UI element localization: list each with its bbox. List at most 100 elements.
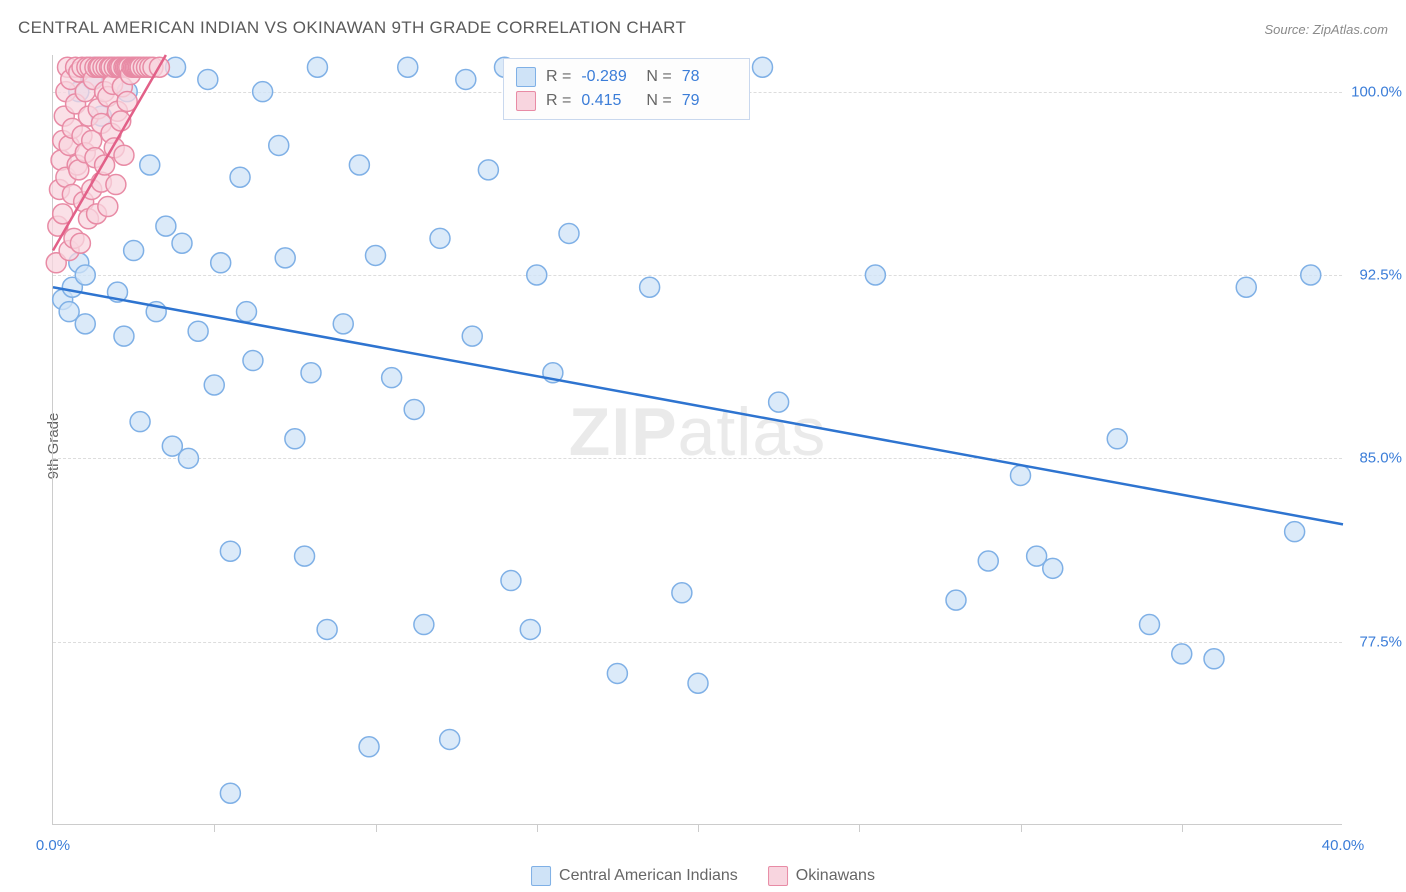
scatter-point (1285, 522, 1305, 542)
stats-r-label-0: R = (546, 68, 571, 86)
scatter-point (75, 265, 95, 285)
scatter-point (1011, 465, 1031, 485)
scatter-point (172, 233, 192, 253)
legend-swatch-0 (531, 866, 551, 886)
scatter-point (75, 314, 95, 334)
stats-r-value-1: 0.415 (581, 92, 636, 110)
stats-row-series-0: R = -0.289 N = 78 (516, 65, 737, 89)
stats-r-value-0: -0.289 (581, 68, 636, 86)
scatter-point (220, 783, 240, 803)
stats-swatch-1 (516, 91, 536, 111)
scatter-point (1204, 649, 1224, 669)
scatter-point (98, 197, 118, 217)
scatter-point (114, 326, 134, 346)
scatter-point (317, 619, 337, 639)
scatter-point (211, 253, 231, 273)
stats-r-label-1: R = (546, 92, 571, 110)
scatter-point (404, 399, 424, 419)
scatter-point (333, 314, 353, 334)
x-minor-tick (698, 824, 699, 832)
x-minor-tick (214, 824, 215, 832)
scatter-point (688, 673, 708, 693)
scatter-point (640, 277, 660, 297)
scatter-point (527, 265, 547, 285)
scatter-point (269, 135, 289, 155)
stats-n-value-1: 79 (682, 92, 737, 110)
scatter-point (672, 583, 692, 603)
scatter-point (230, 167, 250, 187)
scatter-point (295, 546, 315, 566)
legend-label-1: Okinawans (796, 867, 875, 885)
x-minor-tick (1021, 824, 1022, 832)
x-tick-label: 40.0% (1322, 837, 1365, 854)
scatter-point (307, 57, 327, 77)
scatter-point (456, 69, 476, 89)
scatter-point (130, 412, 150, 432)
y-tick-label: 92.5% (1347, 267, 1402, 284)
scatter-point (769, 392, 789, 412)
scatter-point (1107, 429, 1127, 449)
source-name: ZipAtlas.com (1313, 22, 1388, 37)
scatter-point (462, 326, 482, 346)
x-minor-tick (859, 824, 860, 832)
stats-row-series-1: R = 0.415 N = 79 (516, 89, 737, 113)
scatter-point (978, 551, 998, 571)
scatter-point (140, 155, 160, 175)
scatter-point (1043, 558, 1063, 578)
scatter-point (106, 175, 126, 195)
scatter-point (398, 57, 418, 77)
source-attribution: Source: ZipAtlas.com (1264, 22, 1388, 37)
scatter-point (285, 429, 305, 449)
scatter-point (253, 82, 273, 102)
scatter-point (520, 619, 540, 639)
scatter-point (1172, 644, 1192, 664)
scatter-point (188, 321, 208, 341)
scatter-point (382, 368, 402, 388)
stats-swatch-0 (516, 67, 536, 87)
scatter-point (1236, 277, 1256, 297)
x-minor-tick (1182, 824, 1183, 832)
source-prefix: Source: (1264, 22, 1312, 37)
scatter-point (70, 233, 90, 253)
scatter-point (753, 57, 773, 77)
plot-area: ZIPatlas R = -0.289 N = 78 R = 0.415 N =… (52, 55, 1342, 825)
scatter-point (243, 351, 263, 371)
scatter-point (114, 145, 134, 165)
stats-n-label-1: N = (646, 92, 671, 110)
scatter-point (204, 375, 224, 395)
scatter-point (430, 228, 450, 248)
scatter-point (607, 663, 627, 683)
scatter-point (865, 265, 885, 285)
chart-title: CENTRAL AMERICAN INDIAN VS OKINAWAN 9TH … (18, 18, 686, 38)
scatter-point (366, 245, 386, 265)
legend-label-0: Central American Indians (559, 867, 738, 885)
y-tick-label: 77.5% (1347, 633, 1402, 650)
legend-bottom: Central American Indians Okinawans (531, 866, 875, 886)
stats-legend-box: R = -0.289 N = 78 R = 0.415 N = 79 (503, 58, 750, 120)
legend-item-1: Okinawans (768, 866, 875, 886)
legend-item-0: Central American Indians (531, 866, 738, 886)
stats-n-label-0: N = (646, 68, 671, 86)
scatter-point (124, 241, 144, 261)
scatter-point (1301, 265, 1321, 285)
scatter-point (359, 737, 379, 757)
scatter-point (559, 223, 579, 243)
scatter-point (198, 69, 218, 89)
scatter-point (1140, 615, 1160, 635)
scatter-point (478, 160, 498, 180)
chart-container: CENTRAL AMERICAN INDIAN VS OKINAWAN 9TH … (0, 0, 1406, 892)
scatter-point (414, 615, 434, 635)
scatter-point (501, 571, 521, 591)
regression-line (53, 287, 1343, 524)
stats-n-value-0: 78 (682, 68, 737, 86)
scatter-plot-svg (53, 55, 1342, 824)
x-minor-tick (376, 824, 377, 832)
scatter-point (237, 302, 257, 322)
scatter-point (301, 363, 321, 383)
x-tick-label: 0.0% (36, 837, 70, 854)
y-tick-label: 85.0% (1347, 450, 1402, 467)
scatter-point (275, 248, 295, 268)
scatter-point (440, 729, 460, 749)
scatter-point (220, 541, 240, 561)
x-minor-tick (537, 824, 538, 832)
